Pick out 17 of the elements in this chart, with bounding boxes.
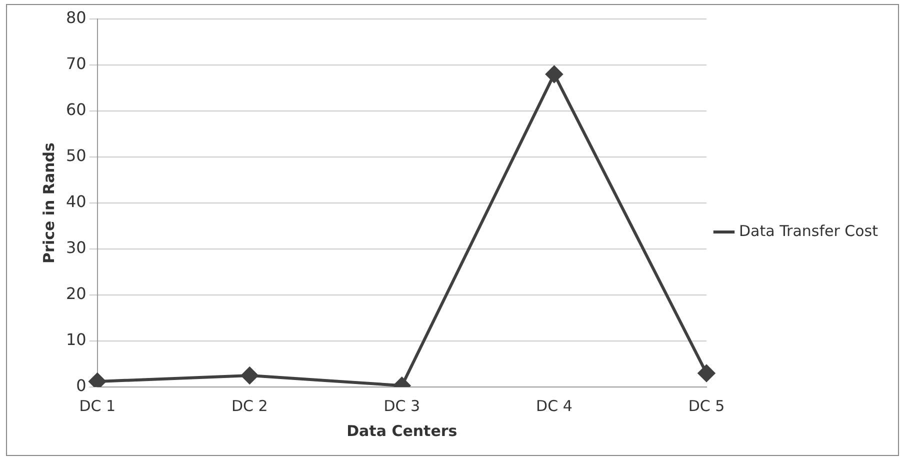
x-tick-label: DC 4: [536, 396, 572, 415]
x-tick-label: DC 1: [79, 396, 116, 415]
y-tick-label: 0: [76, 376, 86, 396]
y-axis-title: Price in Rands: [40, 142, 58, 264]
y-tick-label: 30: [66, 238, 86, 258]
x-tick-label: DC 2: [231, 396, 268, 415]
y-tick-label: 40: [66, 192, 86, 212]
y-tick-label: 10: [66, 330, 86, 350]
y-tick-label: 80: [66, 8, 86, 28]
x-tick-label: DC 5: [688, 396, 725, 415]
y-tick-label: 20: [66, 284, 86, 304]
x-axis-title: Data Centers: [346, 422, 458, 440]
y-tick-label: 50: [66, 146, 86, 166]
y-tick-label: 70: [66, 54, 86, 74]
x-tick-label: DC 3: [384, 396, 420, 415]
y-tick-label: 60: [66, 100, 86, 120]
legend-label: Data Transfer Cost: [738, 222, 878, 240]
